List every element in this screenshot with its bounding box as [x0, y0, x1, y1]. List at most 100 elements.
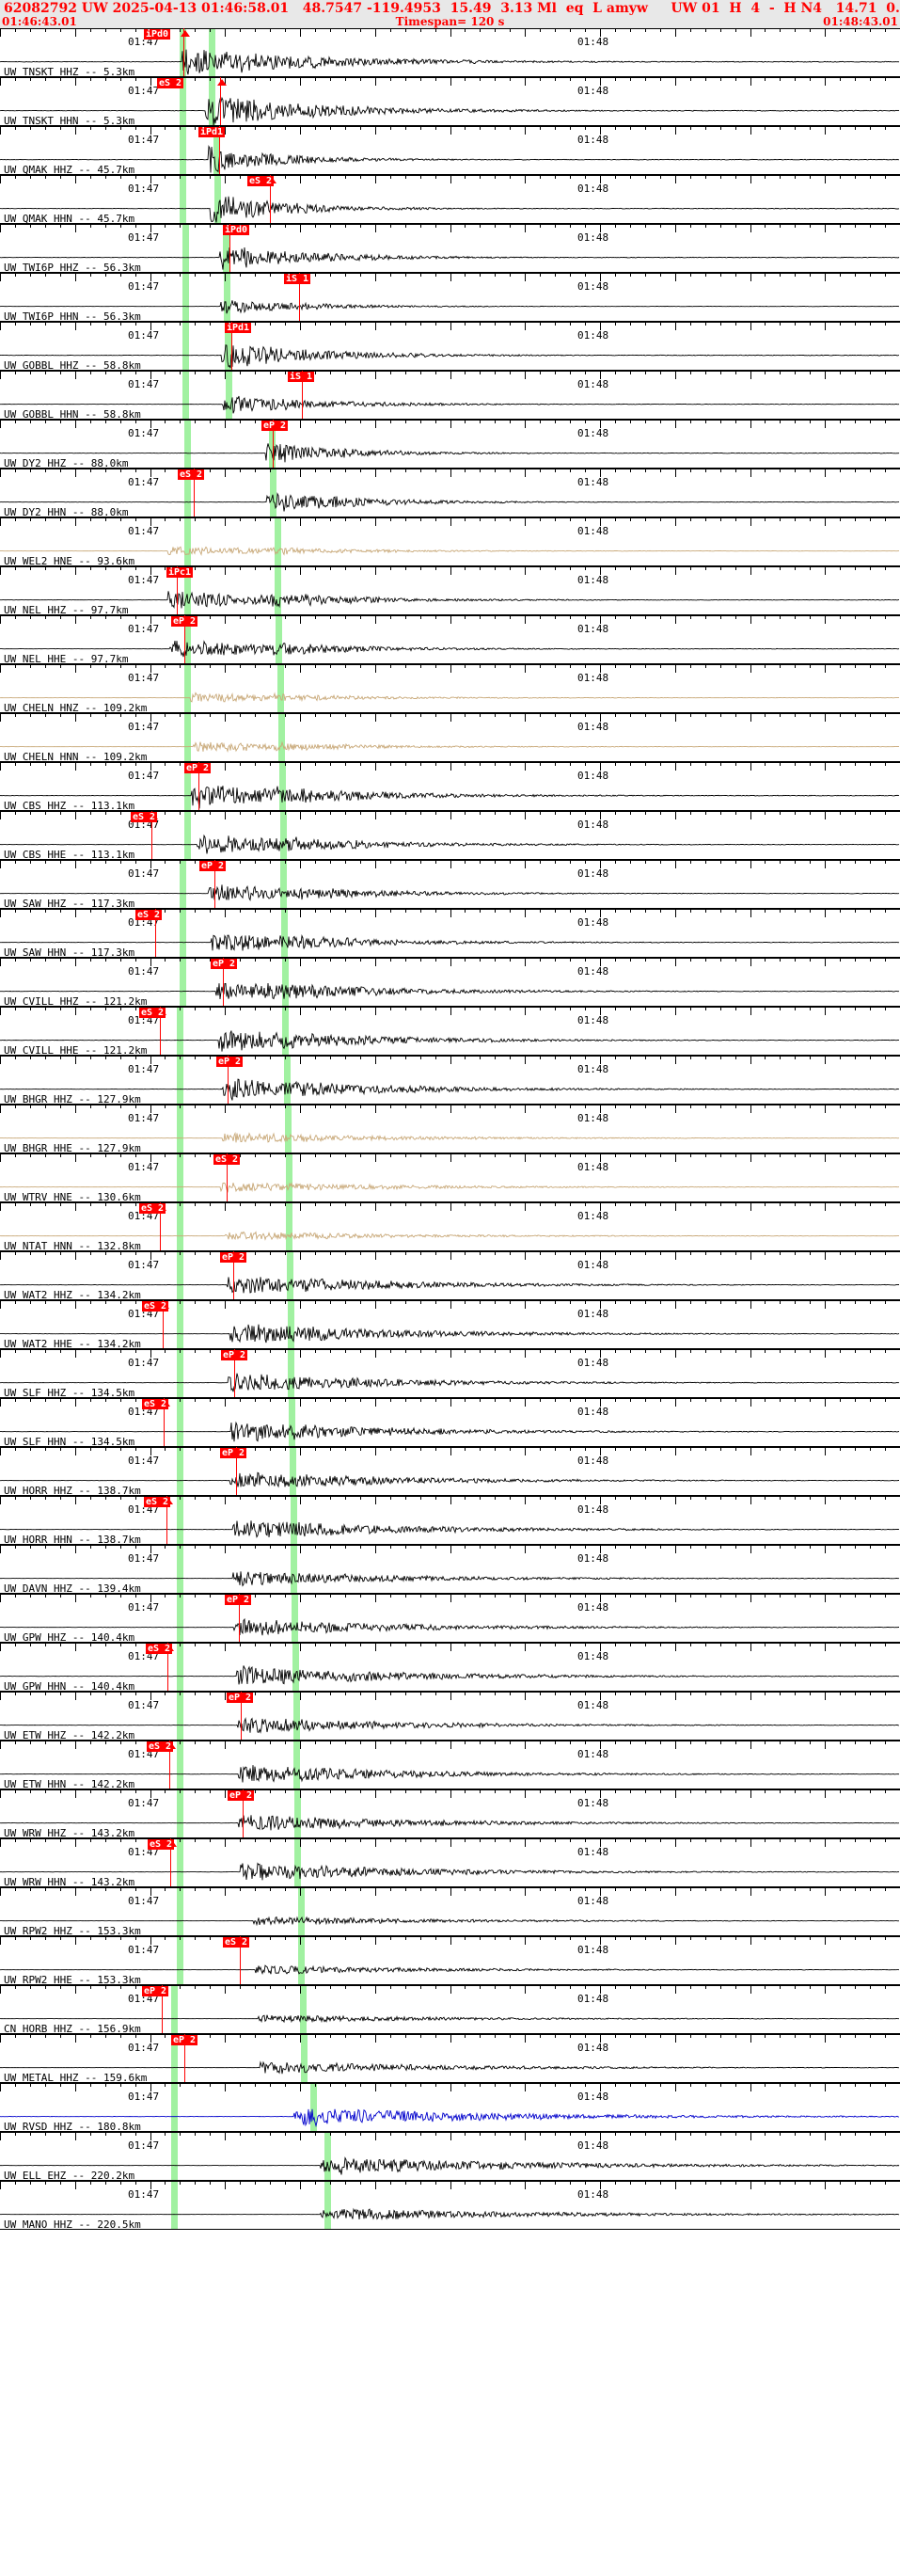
- phase-pick-label[interactable]: eS 2: [142, 1301, 169, 1312]
- trace-row[interactable]: 01:47 01:48 eS 2 UW DY2 HHN -- 88.0km: [0, 469, 900, 517]
- trace-row[interactable]: 01:47 01:48 eP 2 UW BHGR HHZ -- 127.9km: [0, 1056, 900, 1105]
- phase-pick-label[interactable]: eP 2: [199, 861, 227, 871]
- trace-row[interactable]: 01:47 01:48 eP 2 UW GPW HHZ -- 140.4km: [0, 1594, 900, 1643]
- phase-pick-line[interactable]: [198, 762, 199, 811]
- trace-row[interactable]: 01:47 01:48 eS 2 UW RPW2 HHE -- 153.3km: [0, 1936, 900, 1985]
- trace-row[interactable]: 01:47 01:48 iPc1 UW NEL HHZ -- 97.7km: [0, 566, 900, 615]
- phase-pick-label[interactable]: eS 2: [148, 1839, 175, 1850]
- phase-pick-line[interactable]: [231, 322, 232, 371]
- phase-pick-line[interactable]: [233, 1251, 234, 1300]
- phase-pick-label[interactable]: eS 2: [213, 1154, 241, 1165]
- phase-pick-label[interactable]: eP 2: [221, 1350, 248, 1360]
- trace-row[interactable]: 01:47 01:48 eP 2 UW CVILL HHZ -- 121.2km: [0, 958, 900, 1007]
- phase-pick-line[interactable]: [302, 371, 303, 420]
- trace-row[interactable]: 01:47 01:48 UW RPW2 HHZ -- 153.3km: [0, 1887, 900, 1936]
- phase-pick-line[interactable]: [160, 1202, 161, 1251]
- trace-row[interactable]: 01:47 01:48 UW MANO HHZ -- 220.5km: [0, 2181, 900, 2230]
- phase-pick-line[interactable]: [228, 1056, 229, 1105]
- trace-row[interactable]: 01:47 01:48 eP 2 UW NEL HHE -- 97.7km: [0, 615, 900, 664]
- phase-pick-label[interactable]: eP 2: [171, 2035, 198, 2045]
- phase-pick-label[interactable]: eS 2: [157, 78, 184, 88]
- trace-row[interactable]: 01:47 01:48 UW RVSD HHZ -- 180.8km: [0, 2083, 900, 2132]
- trace-row[interactable]: 01:47 01:48 eP 2 UW WAT2 HHZ -- 134.2km: [0, 1251, 900, 1300]
- phase-pick-line[interactable]: [155, 909, 156, 958]
- phase-pick-line[interactable]: [241, 1692, 242, 1741]
- trace-row[interactable]: 01:47 01:48 eS 2 UW SLF HHN -- 134.5km: [0, 1398, 900, 1447]
- trace-row[interactable]: 01:47 01:48 eS 2 UW WTRV HNE -- 130.6km: [0, 1153, 900, 1202]
- phase-pick-label[interactable]: eS 2: [135, 910, 163, 920]
- trace-row[interactable]: 01:47 01:48 eP 2 UW SAW HHZ -- 117.3km: [0, 860, 900, 909]
- trace-row[interactable]: 01:47 01:48 eP 2 UW DY2 HHZ -- 88.0km: [0, 420, 900, 469]
- phase-pick-label[interactable]: iPd1: [198, 127, 226, 137]
- phase-pick-label[interactable]: eP 2: [261, 421, 289, 431]
- trace-row[interactable]: 01:47 01:48 eS 2 UW WRW HHN -- 143.2km: [0, 1838, 900, 1887]
- trace-row[interactable]: 01:47 01:48 eS 2 UW CBS HHE -- 113.1km: [0, 811, 900, 860]
- phase-pick-line[interactable]: [163, 1300, 164, 1349]
- trace-row[interactable]: 01:47 01:48 eP 2 UW WRW HHZ -- 143.2km: [0, 1789, 900, 1838]
- trace-row[interactable]: 01:47 01:48 eS 2 UW GPW HHN -- 140.4km: [0, 1643, 900, 1692]
- phase-pick-line[interactable]: [183, 28, 184, 77]
- phase-pick-line[interactable]: [234, 1349, 235, 1398]
- phase-pick-line[interactable]: [227, 1153, 228, 1202]
- phase-pick-label[interactable]: eP 2: [171, 616, 198, 627]
- phase-pick-line[interactable]: [229, 224, 230, 273]
- phase-pick-line[interactable]: [220, 77, 221, 126]
- trace-row[interactable]: 01:47 01:48 eS 2 UW SAW HHN -- 117.3km: [0, 909, 900, 958]
- phase-pick-line[interactable]: [162, 1985, 163, 2034]
- trace-row[interactable]: 01:47 01:48 eS 2 UW TNSKT HHN -- 5.3km: [0, 77, 900, 126]
- trace-row[interactable]: 01:47 01:48 eS 2 UW CVILL HHE -- 121.2km: [0, 1007, 900, 1056]
- phase-pick-line[interactable]: [169, 1741, 170, 1789]
- phase-pick-label[interactable]: eP 2: [211, 959, 238, 969]
- phase-pick-label[interactable]: eS 2: [139, 1008, 166, 1018]
- trace-row[interactable]: 01:47 01:48 eP 2 CN HORB HHZ -- 156.9km: [0, 1985, 900, 2034]
- trace-row[interactable]: 01:47 01:48 eS 2 UW NTAT HNN -- 132.8km: [0, 1202, 900, 1251]
- phase-pick-label[interactable]: eS 2: [247, 176, 275, 186]
- phase-pick-label[interactable]: eS 2: [131, 812, 158, 822]
- trace-row[interactable]: 01:47 01:48 eP 2 UW HORR HHZ -- 138.7km: [0, 1447, 900, 1496]
- phase-pick-line[interactable]: [166, 1496, 167, 1545]
- trace-row[interactable]: 01:47 01:48 iS 1 UW GOBBL HHN -- 58.8km: [0, 371, 900, 420]
- phase-pick-label[interactable]: eS 2: [146, 1644, 173, 1654]
- phase-pick-line[interactable]: [170, 1838, 171, 1887]
- phase-pick-label[interactable]: eP 2: [220, 1252, 247, 1263]
- phase-pick-label[interactable]: eP 2: [184, 763, 212, 773]
- phase-pick-label[interactable]: iS 1: [288, 372, 315, 382]
- trace-row[interactable]: 01:47 01:48 iPd0 UW TWI6P HHZ -- 56.3km: [0, 224, 900, 273]
- phase-pick-line[interactable]: [184, 615, 185, 664]
- phase-pick-label[interactable]: eS 2: [139, 1203, 166, 1214]
- trace-row[interactable]: 01:47 01:48 eS 2 UW HORR HHN -- 138.7km: [0, 1496, 900, 1545]
- phase-pick-label[interactable]: iPd0: [223, 225, 250, 235]
- trace-row[interactable]: 01:47 01:48 iPd1 UW GOBBL HHZ -- 58.8km: [0, 322, 900, 371]
- trace-row[interactable]: 01:47 01:48 eS 2 UW ETW HHN -- 142.2km: [0, 1741, 900, 1789]
- phase-pick-line[interactable]: [240, 1936, 241, 1985]
- trace-row[interactable]: 01:47 01:48 UW BHGR HHE -- 127.9km: [0, 1105, 900, 1153]
- trace-row[interactable]: 01:47 01:48 UW ELL EHZ -- 220.2km: [0, 2132, 900, 2181]
- phase-pick-label[interactable]: eP 2: [225, 1595, 252, 1605]
- phase-pick-label[interactable]: iPc1: [166, 567, 194, 578]
- phase-pick-label[interactable]: eP 2: [227, 1693, 254, 1703]
- phase-pick-line[interactable]: [273, 420, 274, 469]
- phase-pick-line[interactable]: [239, 1594, 240, 1643]
- phase-pick-label[interactable]: eP 2: [142, 1986, 169, 1996]
- phase-pick-line[interactable]: [299, 273, 300, 322]
- trace-row[interactable]: 01:47 01:48 eP 2 UW METAL HHZ -- 159.6km: [0, 2034, 900, 2083]
- phase-pick-label[interactable]: eS 2: [147, 1741, 174, 1752]
- phase-pick-line[interactable]: [219, 126, 220, 175]
- phase-pick-label[interactable]: eS 2: [144, 1497, 171, 1507]
- trace-row[interactable]: 01:47 01:48 eP 2 UW CBS HHZ -- 113.1km: [0, 762, 900, 811]
- phase-pick-label[interactable]: eP 2: [220, 1448, 247, 1458]
- phase-pick-line[interactable]: [270, 175, 271, 224]
- phase-pick-line[interactable]: [223, 958, 224, 1007]
- phase-pick-label[interactable]: eS 2: [223, 1937, 250, 1948]
- phase-pick-line[interactable]: [214, 860, 215, 909]
- trace-row[interactable]: 01:47 01:48 eS 2 UW QMAK HHN -- 45.7km: [0, 175, 900, 224]
- trace-row[interactable]: 01:47 01:48 iPd1 UW QMAK HHZ -- 45.7km: [0, 126, 900, 175]
- phase-pick-label[interactable]: iPd0: [144, 29, 171, 40]
- phase-pick-label[interactable]: eS 2: [178, 469, 205, 480]
- trace-row[interactable]: 01:47 01:48 iS 1 UW TWI6P HHN -- 56.3km: [0, 273, 900, 322]
- phase-pick-label[interactable]: eP 2: [228, 1790, 255, 1801]
- phase-pick-label[interactable]: eS 2: [142, 1399, 169, 1409]
- trace-row[interactable]: 01:47 01:48 UW CHELN HNN -- 109.2km: [0, 713, 900, 762]
- phase-pick-label[interactable]: eP 2: [216, 1057, 244, 1067]
- phase-pick-line[interactable]: [243, 1789, 244, 1838]
